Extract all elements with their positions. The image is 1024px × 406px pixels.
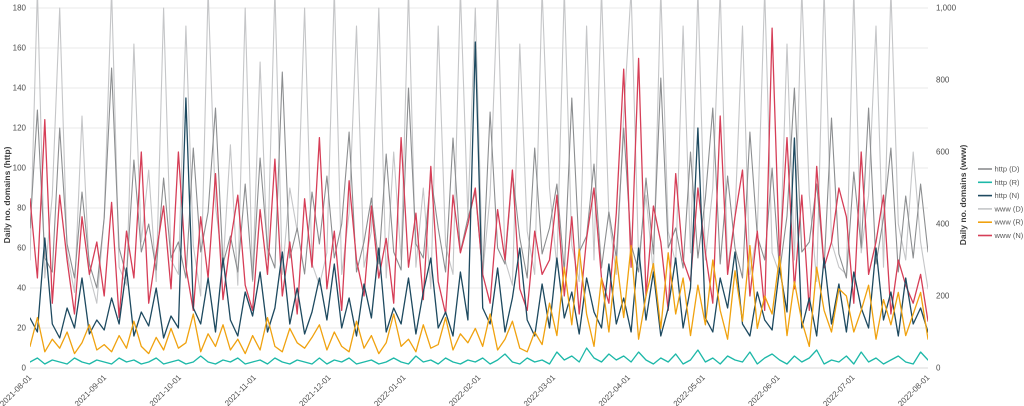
x-tick-label: 2021-09-01 — [73, 373, 109, 406]
left-tick-label: 160 — [13, 44, 27, 53]
legend-label: http (R) — [995, 178, 1021, 187]
x-tick-label: 2021-08-01 — [0, 373, 34, 406]
left-tick-label: 80 — [17, 204, 26, 213]
series-line-www--n- — [30, 27, 928, 322]
legend-label: www (N) — [994, 231, 1024, 240]
x-tick-label: 2022-01-01 — [372, 373, 408, 406]
x-tick-label: 2022-02-01 — [447, 373, 483, 406]
x-tick-label: 2022-05-01 — [672, 373, 708, 406]
x-tick-label: 2022-06-01 — [746, 373, 782, 406]
right-tick-label: 400 — [936, 220, 950, 229]
right-tick-label: 800 — [936, 76, 950, 85]
legend-item: http (D) — [978, 165, 1020, 174]
left-tick-label: 180 — [13, 4, 27, 13]
x-tick-label: 2022-08-01 — [896, 373, 932, 406]
x-tick-label: 2022-07-01 — [821, 373, 857, 406]
x-tick-label: 2022-04-01 — [597, 373, 633, 406]
legend-item: www (N) — [978, 231, 1024, 240]
y-axis-right-title: Daily no. domains (www) — [958, 145, 968, 246]
left-tick-label: 60 — [17, 244, 26, 253]
x-tick-label: 2021-12-01 — [297, 373, 333, 406]
right-tick-label: 200 — [936, 292, 950, 301]
legend-label: www (R) — [994, 218, 1024, 227]
legend-label: http (D) — [995, 165, 1021, 174]
right-tick-label: 0 — [936, 364, 941, 373]
legend-label: http (N) — [995, 191, 1021, 200]
left-tick-label: 0 — [22, 364, 27, 373]
left-tick-label: 40 — [17, 284, 26, 293]
right-tick-label: 600 — [936, 148, 950, 157]
legend: http (D) http (R) http (N) www (D) www (R) ww… — [978, 165, 1024, 240]
x-tick-label: 2021-10-01 — [148, 373, 184, 406]
legend-item: http (N) — [978, 191, 1020, 200]
left-tick-label: 100 — [13, 164, 27, 173]
series-line-http--r- — [30, 347, 928, 365]
series-line-www--r- — [30, 244, 928, 355]
x-tick-label: 2021-11-01 — [223, 373, 258, 406]
x-tick-label: 2022-03-01 — [522, 373, 558, 406]
series-line-http--n- — [30, 41, 928, 339]
legend-item: www (D) — [978, 204, 1024, 213]
y-axis-left-title: Daily no. domains (http) — [2, 146, 12, 243]
legend-item: www (R) — [978, 218, 1024, 227]
left-tick-label: 140 — [13, 84, 27, 93]
left-tick-label: 20 — [17, 324, 26, 333]
legend-item: http (R) — [978, 178, 1020, 187]
legend-label: www (D) — [994, 204, 1024, 213]
right-tick-label: 1,000 — [936, 4, 957, 13]
left-tick-label: 120 — [13, 124, 27, 133]
